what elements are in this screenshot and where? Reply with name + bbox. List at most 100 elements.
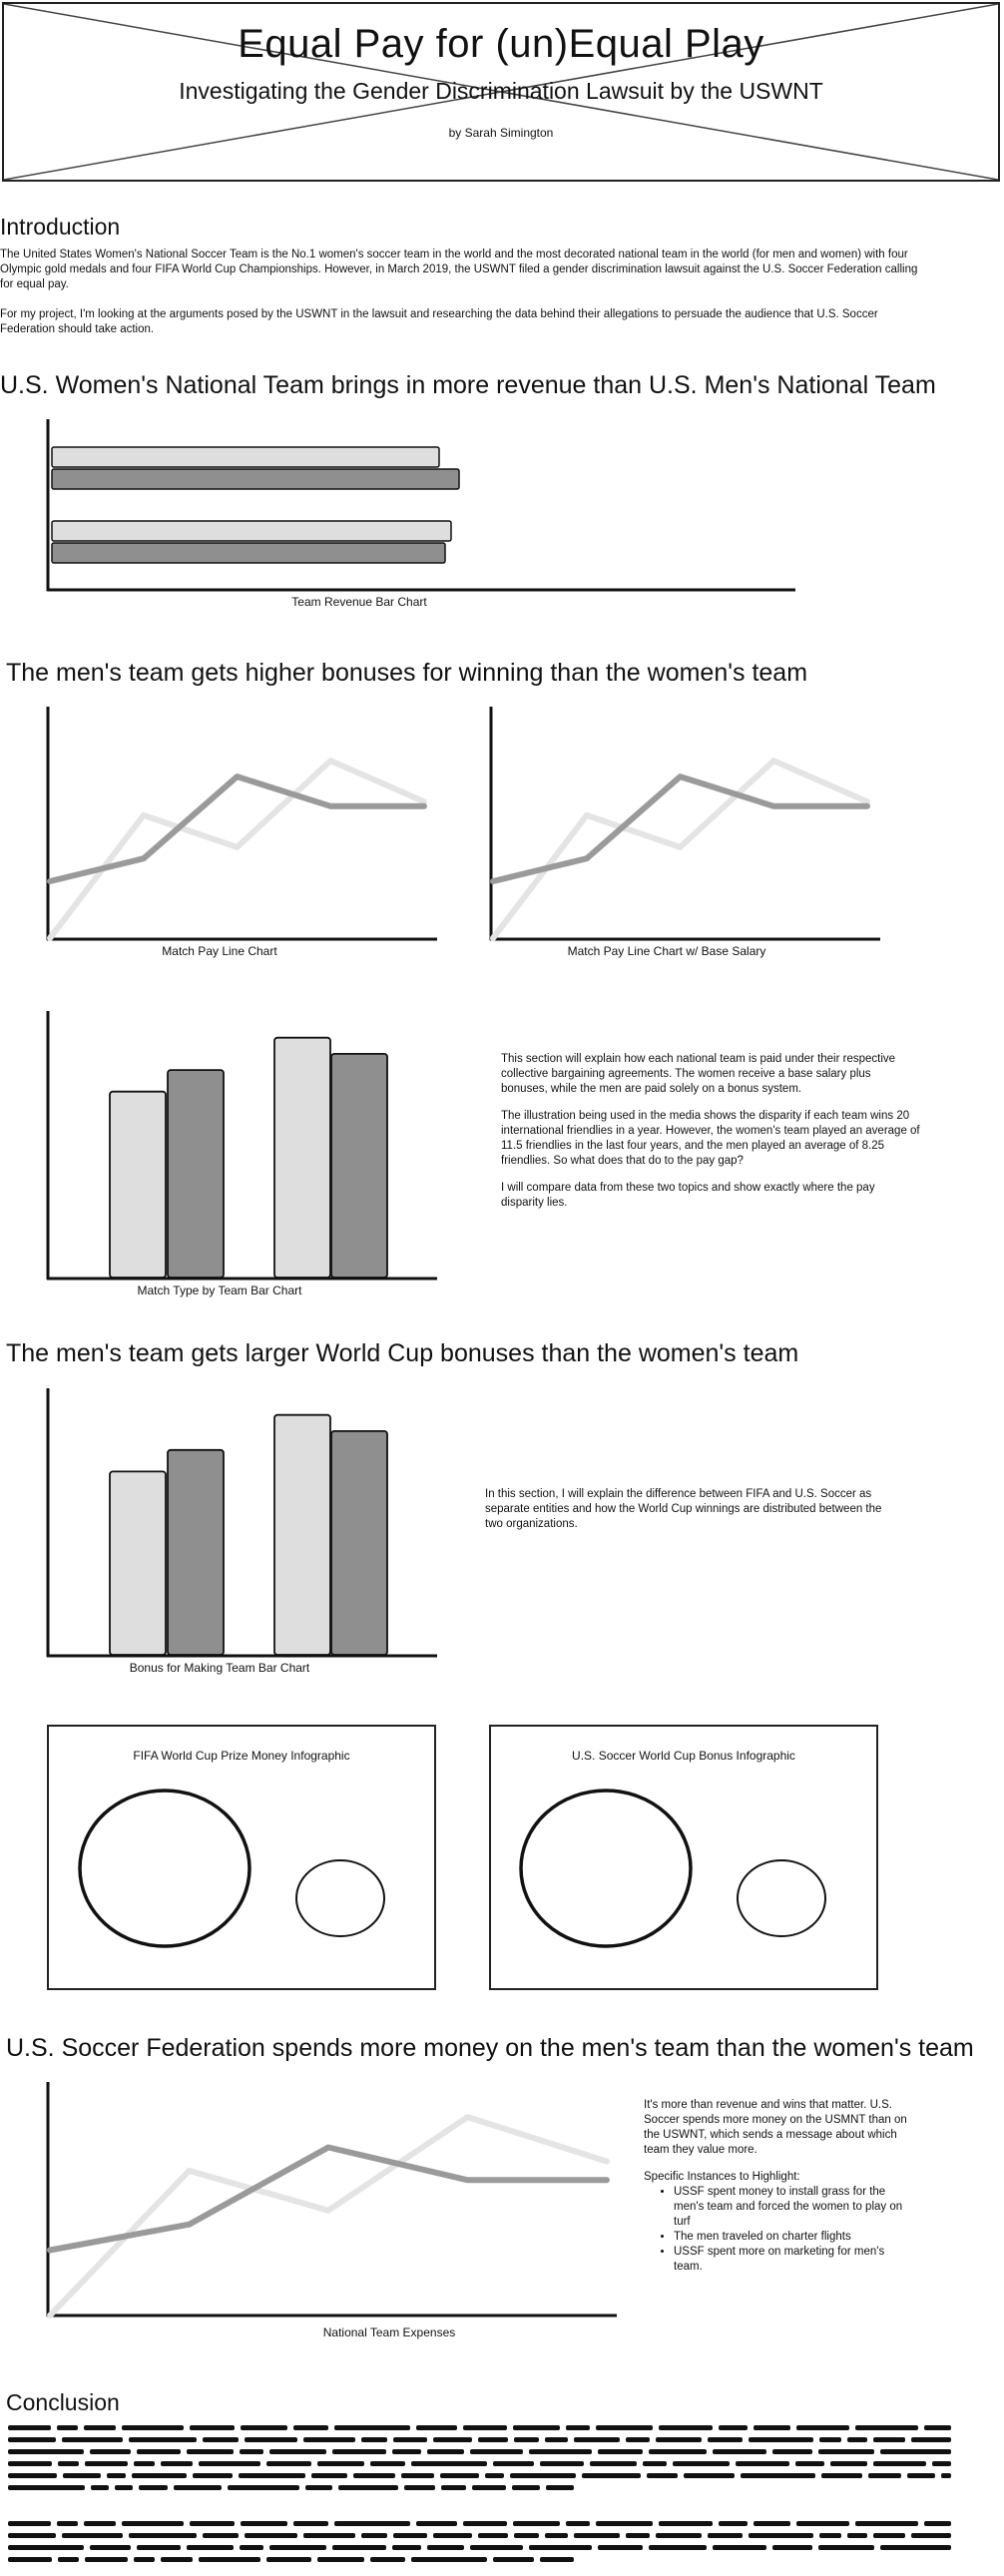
scribble-word bbox=[203, 2533, 239, 2538]
scribble-word bbox=[85, 2557, 128, 2562]
scribble-word bbox=[361, 2533, 387, 2538]
scribble-word bbox=[941, 2473, 951, 2478]
scribble-word bbox=[433, 2437, 472, 2442]
scribble-word bbox=[134, 2461, 155, 2466]
scribble-word bbox=[8, 2521, 51, 2526]
fifa-infographic-title: FIFA World Cup Prize Money Infographic bbox=[133, 1749, 350, 1763]
scribble-word bbox=[818, 2545, 874, 2550]
scribble-word bbox=[393, 2533, 427, 2538]
intro-paragraph-1: The United States Women's National Socce… bbox=[0, 249, 918, 290]
scribble-word bbox=[241, 2425, 287, 2430]
highlights-list: USSF spent money to install grass for th… bbox=[644, 2185, 913, 2275]
scribble-word bbox=[924, 2521, 951, 2526]
section-revenue-heading: U.S. Women's National Team brings in mor… bbox=[0, 371, 936, 399]
byline: by Sarah Simington bbox=[448, 126, 554, 140]
bar bbox=[330, 1053, 388, 1279]
bonus-making-team-bar-chart bbox=[46, 1388, 437, 1658]
scribble-word bbox=[873, 2437, 905, 2442]
scribble-word bbox=[90, 2449, 131, 2454]
highlights-title: Specific Instances to Highlight: bbox=[644, 2171, 800, 2183]
scribble-word bbox=[514, 2533, 539, 2538]
placeholder-cross-icon bbox=[4, 4, 998, 180]
scribble-word bbox=[596, 2521, 653, 2526]
scribble-word bbox=[493, 2557, 534, 2562]
scribble-word bbox=[514, 2437, 539, 2442]
series-line bbox=[47, 2144, 610, 2254]
scribble-word bbox=[190, 2425, 235, 2430]
scribble-word bbox=[719, 2425, 748, 2430]
scribble-word bbox=[293, 2521, 328, 2526]
scribble-word bbox=[598, 2449, 643, 2454]
bar bbox=[51, 542, 446, 564]
conclusion-heading: Conclusion bbox=[6, 2389, 120, 2415]
scribble-word bbox=[656, 2533, 702, 2538]
scribble-word bbox=[8, 2437, 56, 2442]
scribble-word bbox=[868, 2473, 901, 2478]
scribble-word bbox=[269, 2545, 326, 2550]
scribble-word bbox=[62, 2437, 123, 2442]
bonus-text-1: This section will explain how each natio… bbox=[501, 1053, 896, 1095]
scribble-word bbox=[596, 2425, 653, 2430]
scribble-word bbox=[303, 2437, 355, 2442]
bar bbox=[167, 1448, 225, 1656]
bar bbox=[109, 1470, 167, 1656]
worldcup-text: In this section, I will explain the diff… bbox=[485, 1488, 882, 1530]
series-line bbox=[47, 758, 427, 941]
scribble-word bbox=[311, 2473, 347, 2478]
scribble-word bbox=[932, 2461, 951, 2466]
scribble-word bbox=[332, 2449, 386, 2454]
scribble-word bbox=[540, 2461, 584, 2466]
scribble-word bbox=[8, 2485, 85, 2490]
scribble-word bbox=[924, 2425, 951, 2430]
bar bbox=[51, 468, 460, 490]
scribble-word bbox=[566, 2521, 590, 2526]
intro-paragraph-2: For my project, I'm looking at the argum… bbox=[0, 308, 878, 335]
scribble-word bbox=[245, 2533, 297, 2538]
scribble-word bbox=[190, 2521, 235, 2526]
scribble-word bbox=[174, 2485, 222, 2490]
bonus-text-2: The illustration being used in the media… bbox=[501, 1110, 920, 1167]
scribble-word bbox=[513, 2521, 560, 2526]
scribble-word bbox=[736, 2461, 789, 2466]
series-line bbox=[47, 773, 427, 884]
scribble-word bbox=[62, 2533, 123, 2538]
scribble-word bbox=[529, 2545, 592, 2550]
scribble-word bbox=[753, 2521, 790, 2526]
bar bbox=[167, 1069, 225, 1279]
large-circle bbox=[78, 1789, 251, 1948]
bar bbox=[330, 1430, 388, 1656]
scribble-word bbox=[649, 2545, 707, 2550]
page-subtitle: Investigating the Gender Discrimination … bbox=[179, 78, 823, 104]
scribble-word bbox=[478, 2533, 508, 2538]
scribble-word bbox=[107, 2473, 126, 2478]
scribble-word bbox=[203, 2437, 239, 2442]
scribble-word bbox=[139, 2485, 168, 2490]
match-pay-line-chart bbox=[46, 707, 437, 941]
scribble-word bbox=[228, 2485, 299, 2490]
page-title: Equal Pay for (un)Equal Play bbox=[238, 22, 764, 66]
section-bonus-heading: The men's team gets higher bonuses for w… bbox=[6, 659, 808, 687]
scribble-word bbox=[199, 2461, 260, 2466]
scribble-word bbox=[401, 2473, 434, 2478]
scribble-word bbox=[187, 2545, 234, 2550]
scribble-word bbox=[8, 2425, 51, 2430]
scribble-word bbox=[713, 2449, 766, 2454]
scribble-word bbox=[58, 2557, 79, 2562]
bar bbox=[273, 1036, 331, 1279]
scribble-word bbox=[393, 2437, 427, 2442]
scribble-word bbox=[427, 2449, 464, 2454]
scribble-word bbox=[57, 2521, 78, 2526]
scribble-word bbox=[478, 2437, 508, 2442]
scribble-word bbox=[749, 2533, 813, 2538]
scribble-word bbox=[85, 2461, 128, 2466]
scribble-word bbox=[239, 2473, 305, 2478]
scribble-word bbox=[303, 2533, 355, 2538]
revenue-bar-chart bbox=[46, 419, 795, 592]
scribble-word bbox=[818, 2449, 874, 2454]
list-item: The men traveled on charter flights bbox=[674, 2230, 913, 2245]
scribble-word bbox=[353, 2473, 395, 2478]
scribble-word bbox=[193, 2473, 233, 2478]
scribble-word bbox=[90, 2545, 131, 2550]
scribble-word bbox=[57, 2425, 78, 2430]
scribble-word bbox=[240, 2545, 263, 2550]
